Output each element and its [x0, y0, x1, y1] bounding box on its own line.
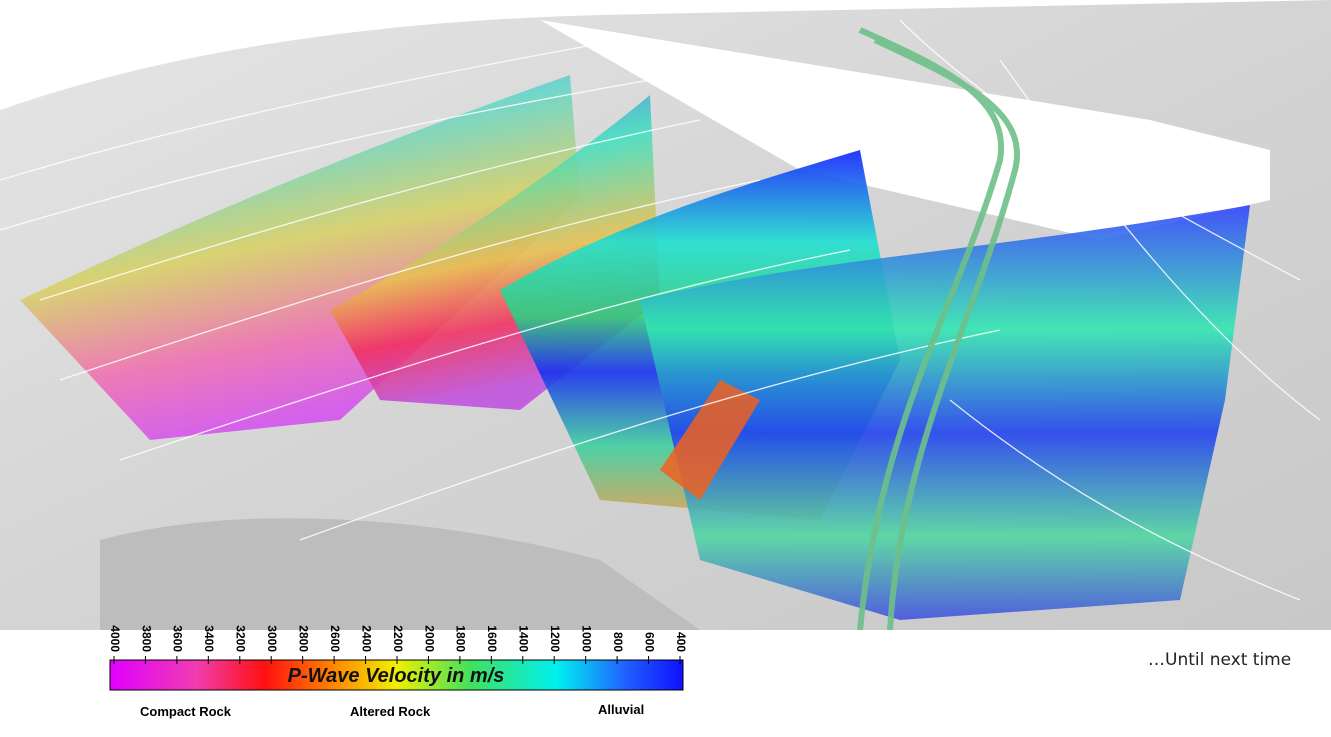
- contour-lines: [0, 19, 1321, 601]
- closing-text: …Until next time: [1148, 650, 1292, 670]
- stream-lines: [857, 27, 1020, 630]
- colorbar-label: Altered Rock: [350, 704, 431, 719]
- tick-label: 3800: [139, 625, 153, 652]
- tick-label: 3600: [171, 625, 185, 652]
- terrain-gap: [540, 20, 1270, 240]
- tick-label: 800: [611, 632, 625, 652]
- colorbar: P-Wave Velocity in m/s Compact Rock Alte…: [108, 625, 688, 719]
- colorbar-gradient: [109, 659, 684, 691]
- tick-label: 600: [642, 632, 656, 652]
- tick-label: 1000: [579, 625, 593, 652]
- tick-label: 3400: [202, 625, 216, 652]
- velocity-section: [640, 205, 1250, 620]
- tick-label: 2800: [296, 625, 310, 652]
- colorbar-title: P-Wave Velocity in m/s: [288, 665, 505, 687]
- tick-label: 1400: [517, 625, 531, 652]
- 3d-scene: [0, 0, 1331, 630]
- colorbar-label: Compact Rock: [140, 704, 232, 719]
- tick-label: 2400: [359, 625, 373, 652]
- tick-label: 3000: [265, 625, 279, 652]
- terrain-shadow: [100, 518, 700, 630]
- tick-label: 400: [674, 632, 688, 652]
- velocity-anomaly: [660, 380, 760, 500]
- tick-label: 1800: [454, 625, 468, 652]
- tick-label: 2600: [328, 625, 342, 652]
- tick-label: 2000: [422, 625, 436, 652]
- tick-label: 3200: [234, 625, 248, 652]
- tick-label: 4000: [108, 625, 122, 652]
- tick-label: 2200: [391, 625, 405, 652]
- tick-label: 1600: [485, 625, 499, 652]
- velocity-section: [20, 75, 580, 440]
- tick-label: 1200: [548, 625, 562, 652]
- colorbar-label: Alluvial: [598, 702, 644, 717]
